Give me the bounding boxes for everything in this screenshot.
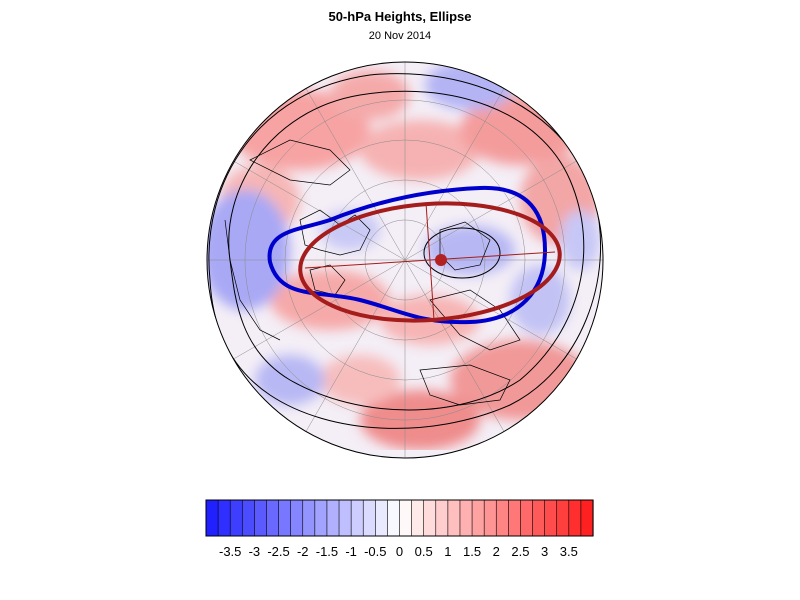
colorbar-tick-label: 1.5 xyxy=(463,544,481,559)
figure-title: 50-hPa Heights, Ellipse xyxy=(328,9,472,24)
colorbar-tick-label: -1 xyxy=(345,544,357,559)
colorbar-swatch xyxy=(229,499,243,537)
colorbar-swatch xyxy=(556,499,570,537)
height-contours xyxy=(208,73,602,429)
colorbar-tick-label: 2.5 xyxy=(511,544,529,559)
colorbar-tick-label: 3.5 xyxy=(560,544,578,559)
colorbar-swatch xyxy=(266,499,280,537)
meridian-line xyxy=(305,88,406,261)
colorbar-swatch xyxy=(544,499,558,537)
colorbar-tick-label: 1 xyxy=(444,544,451,559)
colorbar-swatch xyxy=(423,499,437,537)
colorbar-swatch xyxy=(375,499,388,537)
colorbar-tick-label: -3.5 xyxy=(219,544,241,559)
colorbar-swatch xyxy=(580,499,594,537)
colorbar-swatch xyxy=(302,499,316,537)
meridian-line xyxy=(404,259,505,432)
colorbar-swatch xyxy=(495,499,509,537)
anomaly-field xyxy=(207,62,603,458)
colorbar-swatch xyxy=(314,499,328,537)
colorbar-swatch xyxy=(350,499,364,537)
ellipse-minor-axis xyxy=(425,202,435,321)
colorbar-swatch xyxy=(387,499,401,537)
colorbar-swatch xyxy=(278,499,292,537)
colorbar-tick-label: 0 xyxy=(396,544,403,559)
colorbar-swatch xyxy=(508,499,522,537)
colorbar-swatch xyxy=(520,499,534,537)
colorbar-swatch xyxy=(447,499,461,537)
meridian-line xyxy=(404,160,577,261)
map-border xyxy=(206,61,604,459)
colorbar-swatch xyxy=(217,499,231,537)
colorbar-tick-label: 3 xyxy=(541,544,548,559)
colorbar-tick-label: -3 xyxy=(249,544,261,559)
colorbar-tick-label: -0.5 xyxy=(364,544,386,559)
colorbar-tick-label: -2 xyxy=(297,544,309,559)
colorbar-tick-label: -1.5 xyxy=(316,544,338,559)
colorbar-swatch xyxy=(483,499,497,537)
colorbar-swatch xyxy=(399,499,413,537)
colorbar-swatch xyxy=(411,499,425,537)
colorbar-swatch xyxy=(532,499,546,537)
blue-contour xyxy=(267,185,548,325)
colorbar-tick-label: 0.5 xyxy=(415,544,433,559)
colorbar-swatches xyxy=(205,499,594,537)
figure-subtitle: 20 Nov 2014 xyxy=(368,30,432,42)
colorbar-tick-label: 2 xyxy=(493,544,500,559)
colorbar-labels: -3.5 -3 -2.5 -2 -1.5 -1 -0.5 0 0.5 1 1.5 2 2.5 3 3.5 xyxy=(219,544,578,559)
colorbar-swatch xyxy=(338,499,352,537)
graticule xyxy=(207,62,603,458)
colorbar-tick-label: -2.5 xyxy=(267,544,289,559)
colorbar-swatch xyxy=(459,499,473,537)
colorbar-swatch xyxy=(241,499,255,537)
meridian-line xyxy=(233,259,406,360)
colorbar-swatch xyxy=(362,499,376,537)
colorbar-frame xyxy=(205,499,594,537)
coastlines xyxy=(224,139,521,406)
colorbar-swatch xyxy=(326,499,340,537)
colorbar-swatch xyxy=(568,499,582,537)
meridian-line xyxy=(305,259,406,432)
colorbar-swatch xyxy=(435,499,449,537)
colorbar-swatch xyxy=(471,499,485,537)
colorbar-swatch xyxy=(254,499,268,537)
colorbar-swatch xyxy=(290,499,304,537)
colorbar-swatch xyxy=(205,499,219,537)
meridian-line xyxy=(404,88,505,261)
ellipse-center-marker xyxy=(435,254,447,266)
